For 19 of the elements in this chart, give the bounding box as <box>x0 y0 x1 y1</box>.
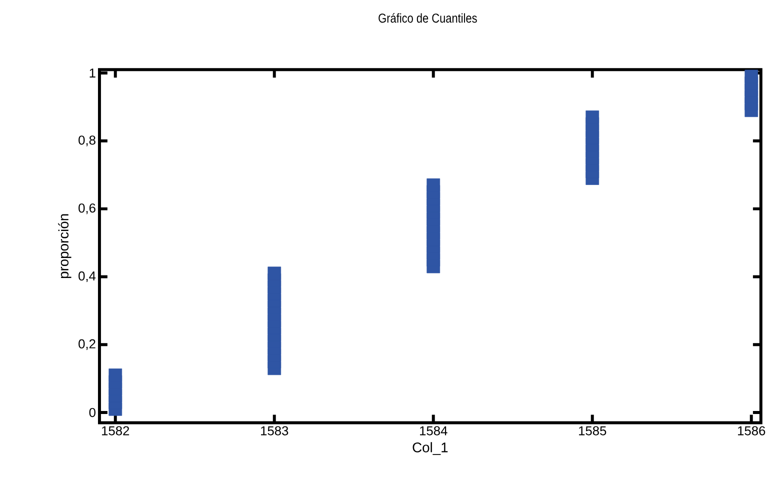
point <box>586 110 600 124</box>
x-tick-label: 1586 <box>738 426 766 436</box>
x-tick-label: 1584 <box>420 426 448 436</box>
x-axis-title: Col_1 <box>412 442 448 455</box>
y-tick-label: 0,4 <box>78 271 96 282</box>
point <box>108 368 122 382</box>
point <box>268 266 282 280</box>
y-tick-label: 0,2 <box>78 339 96 350</box>
y-tick-label: 0,6 <box>78 203 96 214</box>
y-tick-label: 0 <box>89 408 96 417</box>
chart-title: Gráfico de Cuantiles <box>378 12 477 23</box>
y-axis-title: proporción <box>58 214 72 278</box>
x-tick-label: 1583 <box>261 426 288 436</box>
y-tick-label: 1 <box>90 68 96 78</box>
x-tick-label: 1582 <box>102 426 130 436</box>
y-tick-label: 0,8 <box>78 135 96 146</box>
point <box>426 178 440 192</box>
x-tick-label: 1585 <box>579 426 606 436</box>
point <box>744 70 758 83</box>
